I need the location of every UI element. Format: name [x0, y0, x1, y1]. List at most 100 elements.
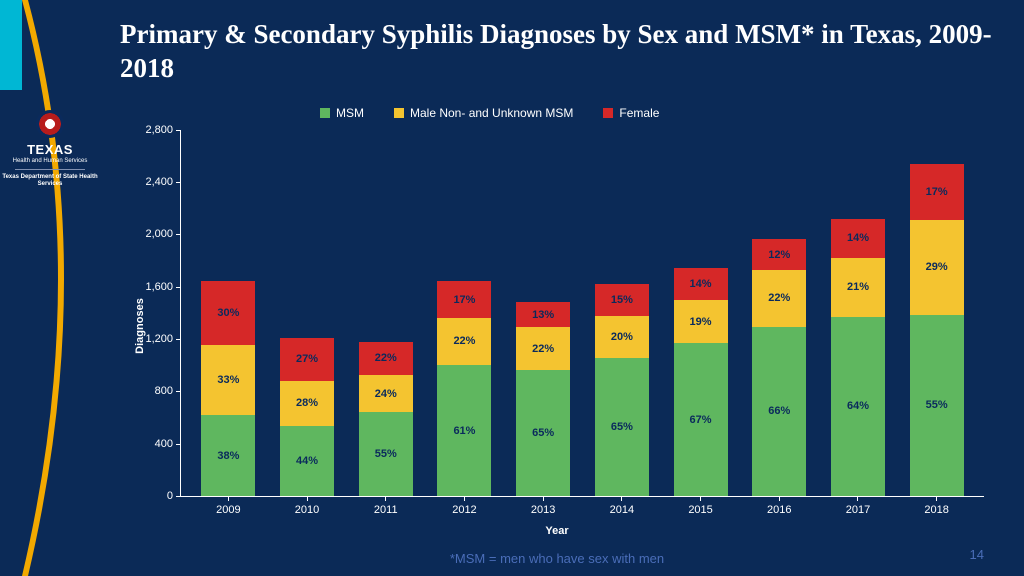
bar-segment: 19%	[674, 300, 728, 343]
bar: 65%22%13%	[516, 302, 570, 496]
legend-item: Female	[603, 106, 659, 120]
texas-seal-icon	[36, 110, 64, 138]
logo-divider	[15, 169, 85, 170]
bar-segment: 27%	[280, 338, 334, 381]
logo-texas: TEXAS	[0, 142, 100, 158]
bar-slot: 61%22%17%2012	[425, 130, 504, 497]
bar-slot: 55%24%22%2011	[346, 130, 425, 497]
bar-segment: 22%	[359, 342, 413, 376]
x-tick-mark	[464, 496, 465, 501]
legend: MSM Male Non- and Unknown MSM Female	[320, 106, 659, 120]
y-tick-mark	[176, 130, 181, 131]
x-tick-label: 2010	[295, 504, 319, 516]
sidebar: TEXAS Health and Human Services Texas De…	[0, 0, 100, 576]
bar-segment: 14%	[674, 268, 728, 300]
slide-title: Primary & Secondary Syphilis Diagnoses b…	[120, 18, 994, 86]
y-tick-mark	[176, 234, 181, 235]
bar-segment: 38%	[201, 415, 255, 496]
bar-segment: 24%	[359, 375, 413, 412]
y-tick-mark	[176, 182, 181, 183]
bar-slot: 38%33%30%2009	[189, 130, 268, 497]
logo-hhs: Health and Human Services	[0, 158, 100, 165]
bars-container: 38%33%30%200944%28%27%201055%24%22%20116…	[181, 130, 984, 497]
legend-item: MSM	[320, 106, 364, 120]
chart: MSM Male Non- and Unknown MSM Female Diagn…	[120, 106, 994, 548]
x-tick-mark	[228, 496, 229, 501]
legend-label: MSM	[336, 106, 364, 120]
bar: 65%20%15%	[595, 284, 649, 496]
x-tick-mark	[857, 496, 858, 501]
y-tick-label: 1,200	[145, 333, 173, 345]
bar: 38%33%30%	[201, 281, 255, 496]
bar-segment: 14%	[831, 219, 885, 258]
legend-swatch	[603, 108, 613, 118]
bar: 67%19%14%	[674, 268, 728, 496]
bar-slot: 65%20%15%2014	[583, 130, 662, 497]
y-tick-label: 2,000	[145, 228, 173, 240]
bar-segment: 30%	[201, 281, 255, 345]
footnote: *MSM = men who have sex with men	[120, 551, 994, 566]
bar-segment: 65%	[516, 370, 570, 496]
x-tick-label: 2009	[216, 504, 240, 516]
bar-segment: 67%	[674, 343, 728, 496]
bar-slot: 66%22%12%2016	[740, 130, 819, 497]
bar: 64%21%14%	[831, 216, 885, 496]
y-tick-mark	[176, 391, 181, 392]
x-tick-label: 2011	[374, 504, 398, 516]
bar-slot: 55%29%17%2018	[897, 130, 976, 497]
bar-slot: 65%22%13%2013	[504, 130, 583, 497]
bar-segment: 17%	[437, 281, 491, 317]
bar-slot: 44%28%27%2010	[268, 130, 347, 497]
bar-segment: 13%	[516, 302, 570, 327]
y-tick-mark	[176, 339, 181, 340]
sidebar-bg	[0, 0, 100, 576]
y-tick-label: 800	[155, 385, 173, 397]
plot-area: 38%33%30%200944%28%27%201055%24%22%20116…	[180, 130, 984, 498]
bar-segment: 15%	[595, 284, 649, 316]
legend-label: Male Non- and Unknown MSM	[410, 106, 573, 120]
bar-segment: 20%	[595, 316, 649, 358]
legend-item: Male Non- and Unknown MSM	[394, 106, 573, 120]
x-tick-label: 2012	[452, 504, 476, 516]
legend-swatch	[320, 108, 330, 118]
y-tick-label: 1,600	[145, 281, 173, 293]
bar-segment: 22%	[437, 318, 491, 365]
bar-segment: 55%	[359, 412, 413, 496]
x-tick-mark	[543, 496, 544, 501]
bar-segment: 28%	[280, 381, 334, 426]
logo-dept: Texas Department of State Health Service…	[0, 174, 100, 188]
bar-segment: 64%	[831, 317, 885, 496]
x-tick-label: 2014	[610, 504, 634, 516]
y-tick-mark	[176, 444, 181, 445]
bar-slot: 67%19%14%2015	[661, 130, 740, 497]
legend-label: Female	[619, 106, 659, 120]
x-tick-mark	[700, 496, 701, 501]
x-tick-mark	[307, 496, 308, 501]
gold-curve	[0, 0, 100, 576]
x-tick-mark	[779, 496, 780, 501]
bar-segment: 29%	[910, 220, 964, 315]
bar: 55%24%22%	[359, 342, 413, 496]
y-tick-label: 0	[167, 490, 173, 502]
y-axis-label: Diagnoses	[134, 298, 146, 354]
y-tick-label: 400	[155, 438, 173, 450]
bar-segment: 61%	[437, 365, 491, 496]
bar-segment: 17%	[910, 164, 964, 220]
bar-segment: 12%	[752, 239, 806, 270]
bar-segment: 65%	[595, 358, 649, 496]
bar-segment: 22%	[752, 270, 806, 326]
bar: 61%22%17%	[437, 281, 491, 496]
bar-segment: 21%	[831, 258, 885, 317]
x-tick-label: 2018	[924, 504, 948, 516]
bar-slot: 64%21%14%2017	[819, 130, 898, 497]
x-tick-mark	[936, 496, 937, 501]
bar: 55%29%17%	[910, 164, 964, 496]
y-tick-label: 2,800	[145, 124, 173, 136]
x-tick-label: 2017	[846, 504, 870, 516]
bar: 66%22%12%	[752, 239, 806, 496]
logo-block: TEXAS Health and Human Services Texas De…	[0, 110, 100, 188]
y-tick-mark	[176, 496, 181, 497]
bar-segment: 33%	[201, 345, 255, 415]
x-tick-mark	[621, 496, 622, 501]
y-tick-label: 2,400	[145, 176, 173, 188]
